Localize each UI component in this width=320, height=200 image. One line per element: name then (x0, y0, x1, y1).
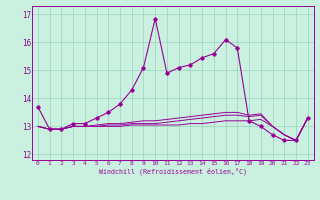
X-axis label: Windchill (Refroidissement éolien,°C): Windchill (Refroidissement éolien,°C) (99, 167, 247, 175)
